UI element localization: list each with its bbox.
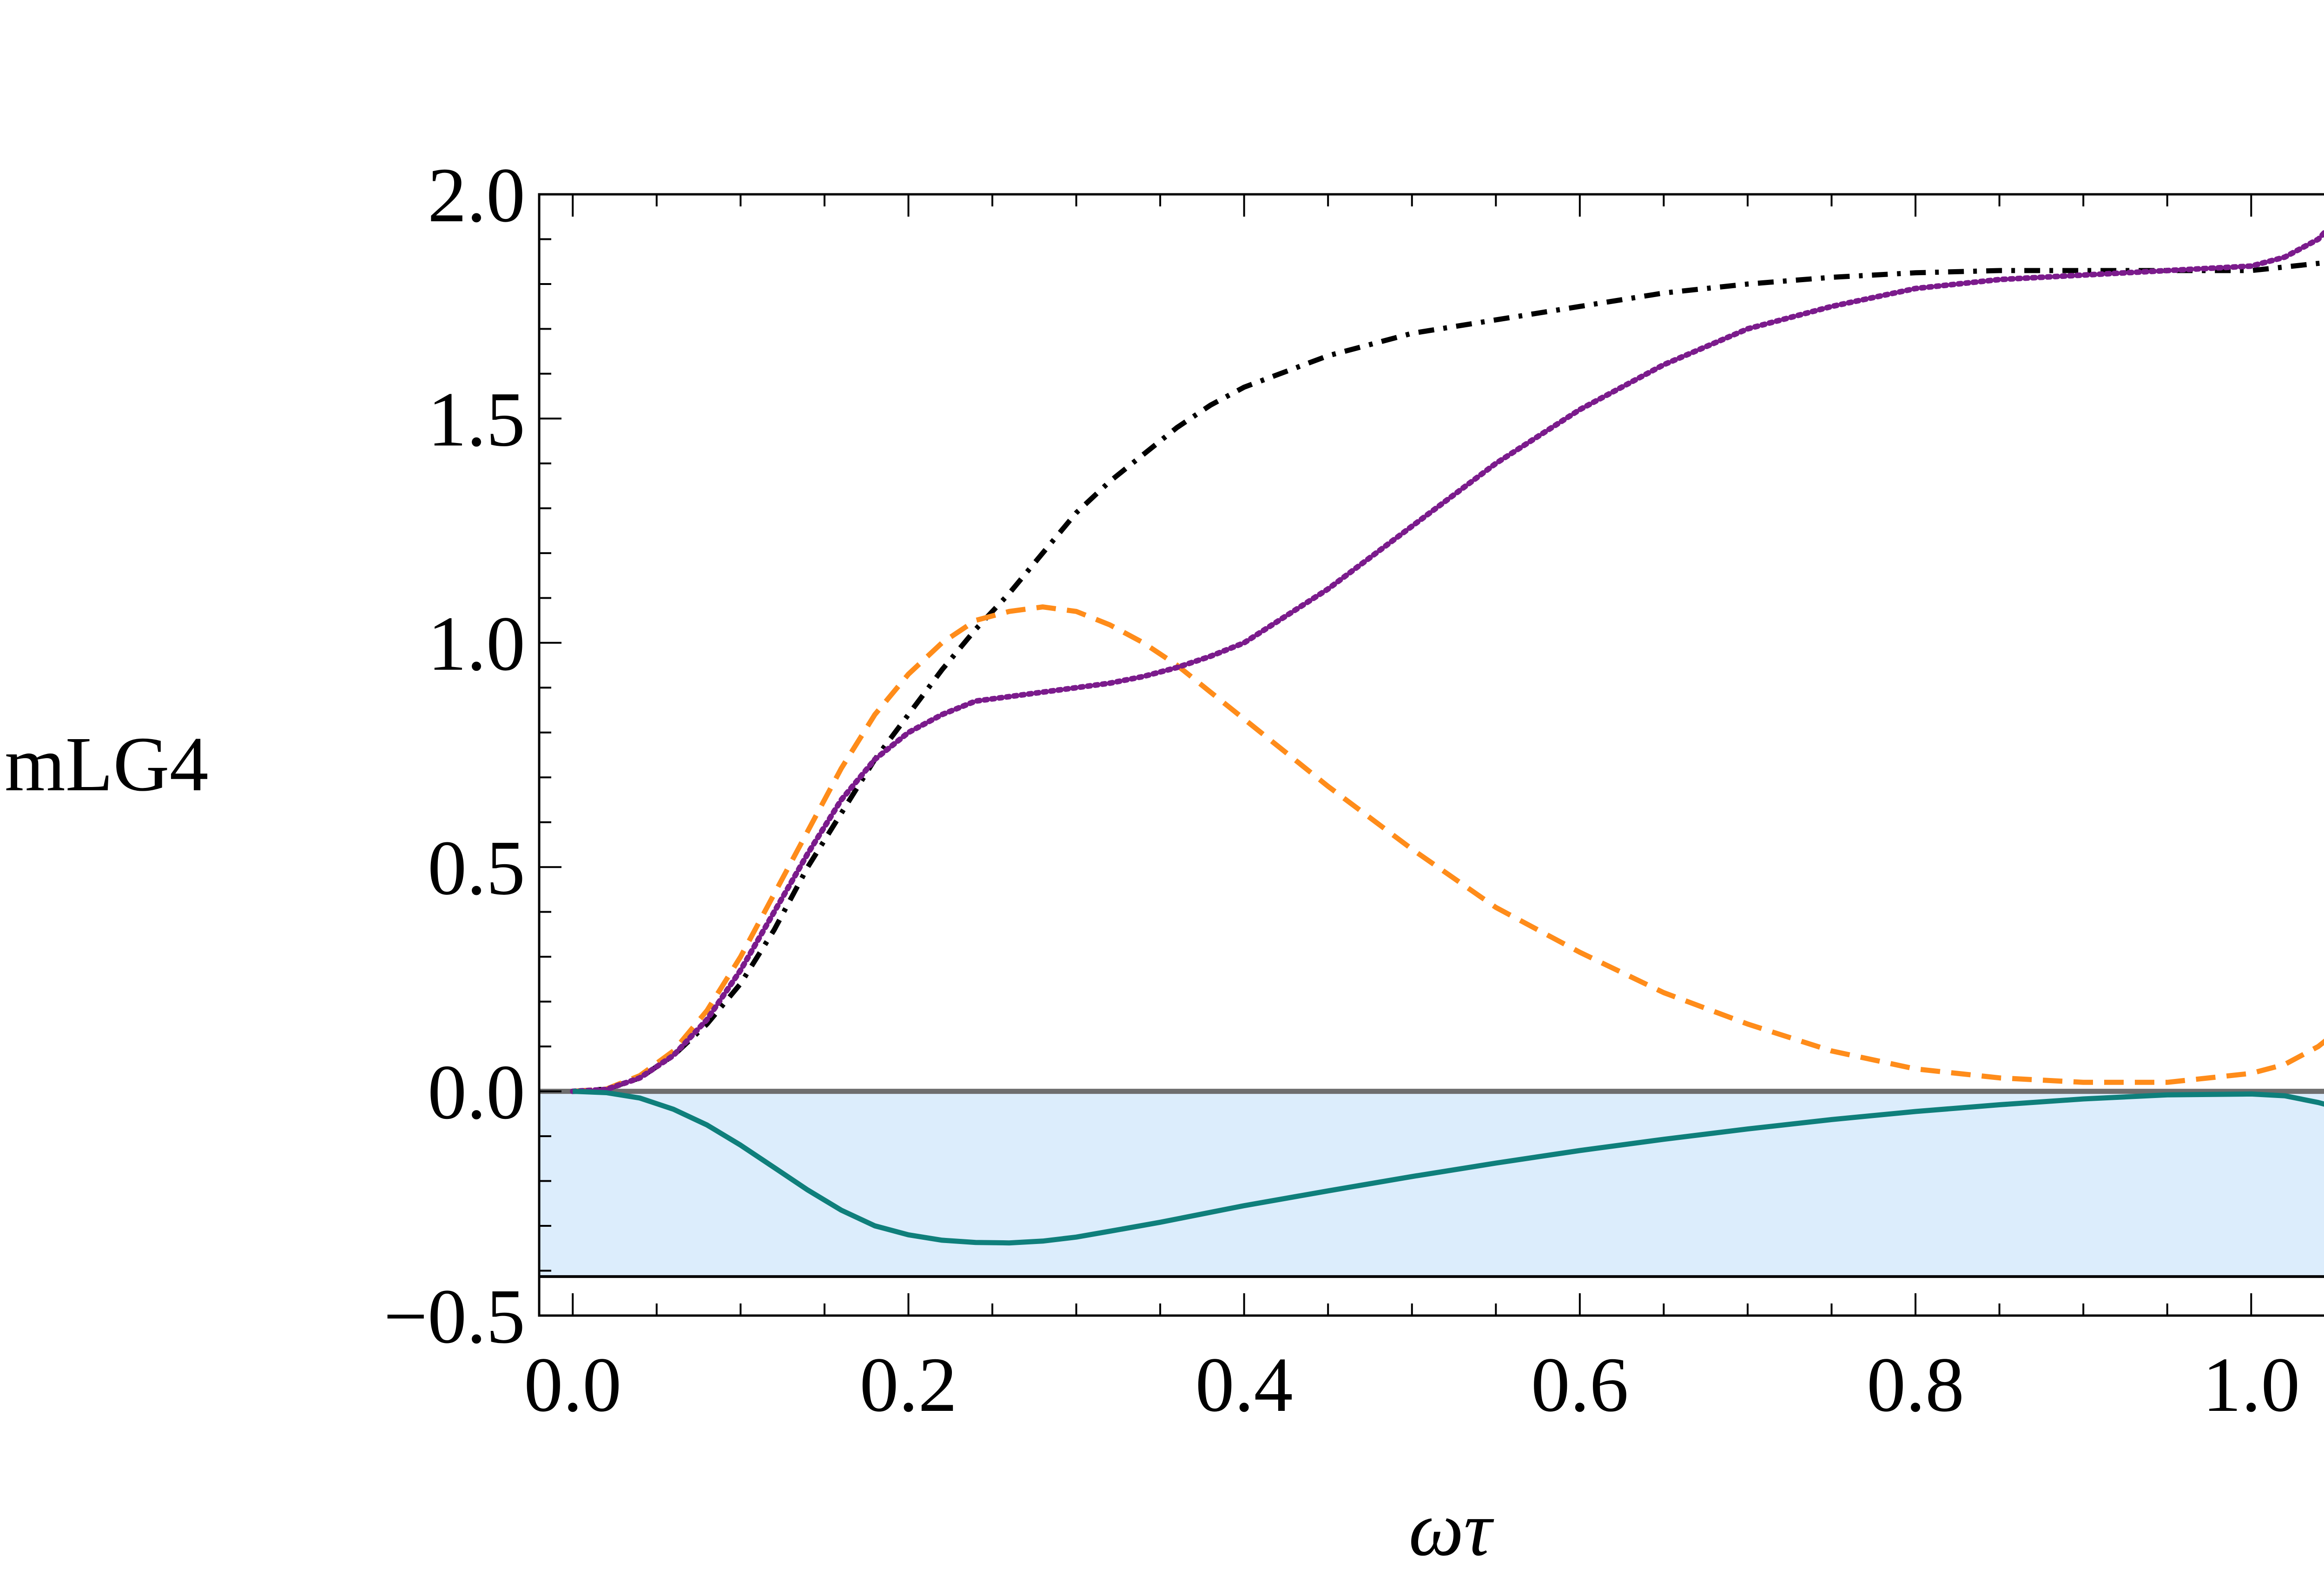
ticks-layer xyxy=(539,193,2252,1316)
x-tick-label: 0.0 xyxy=(524,1342,621,1428)
reference-lines-layer xyxy=(539,1089,2324,1278)
x-axis-title: ωτ xyxy=(1409,1486,1495,1572)
series-dash-dot-black xyxy=(572,260,2324,1094)
shaded-region xyxy=(539,1091,2324,1277)
x-tick-label: 0.8 xyxy=(1867,1342,1964,1428)
x-tick-label: 0.6 xyxy=(1531,1342,1629,1428)
y-tick-label: 0.5 xyxy=(428,825,525,911)
x-tick-label: 1.0 xyxy=(2202,1342,2300,1428)
y-tick-labels: −0.5 0.0 0.5 1.0 1.5 2.0 xyxy=(383,152,525,1360)
series-dashed-orange xyxy=(572,604,2324,1094)
x-tick-labels: 0.0 0.2 0.4 0.6 0.8 1.0 xyxy=(524,1342,2300,1428)
x-tick-label: 0.2 xyxy=(859,1342,957,1428)
series-layer xyxy=(570,229,2324,1246)
y-tick-label: 2.0 xyxy=(428,152,525,238)
plot-frame xyxy=(538,193,2324,1317)
series-solid-teal xyxy=(572,1089,2324,1246)
y-axis-title: mLG4 xyxy=(5,721,209,807)
y-tick-label: 0.0 xyxy=(428,1049,525,1136)
y-tick-label: 1.0 xyxy=(428,601,525,687)
x-tick-label: 0.4 xyxy=(1195,1342,1293,1428)
series-dotted-purple xyxy=(570,229,2324,1094)
y-tick-label: −0.5 xyxy=(383,1273,525,1360)
shaded-region-layer xyxy=(539,1091,2324,1277)
y-tick-label: 1.5 xyxy=(428,376,525,463)
